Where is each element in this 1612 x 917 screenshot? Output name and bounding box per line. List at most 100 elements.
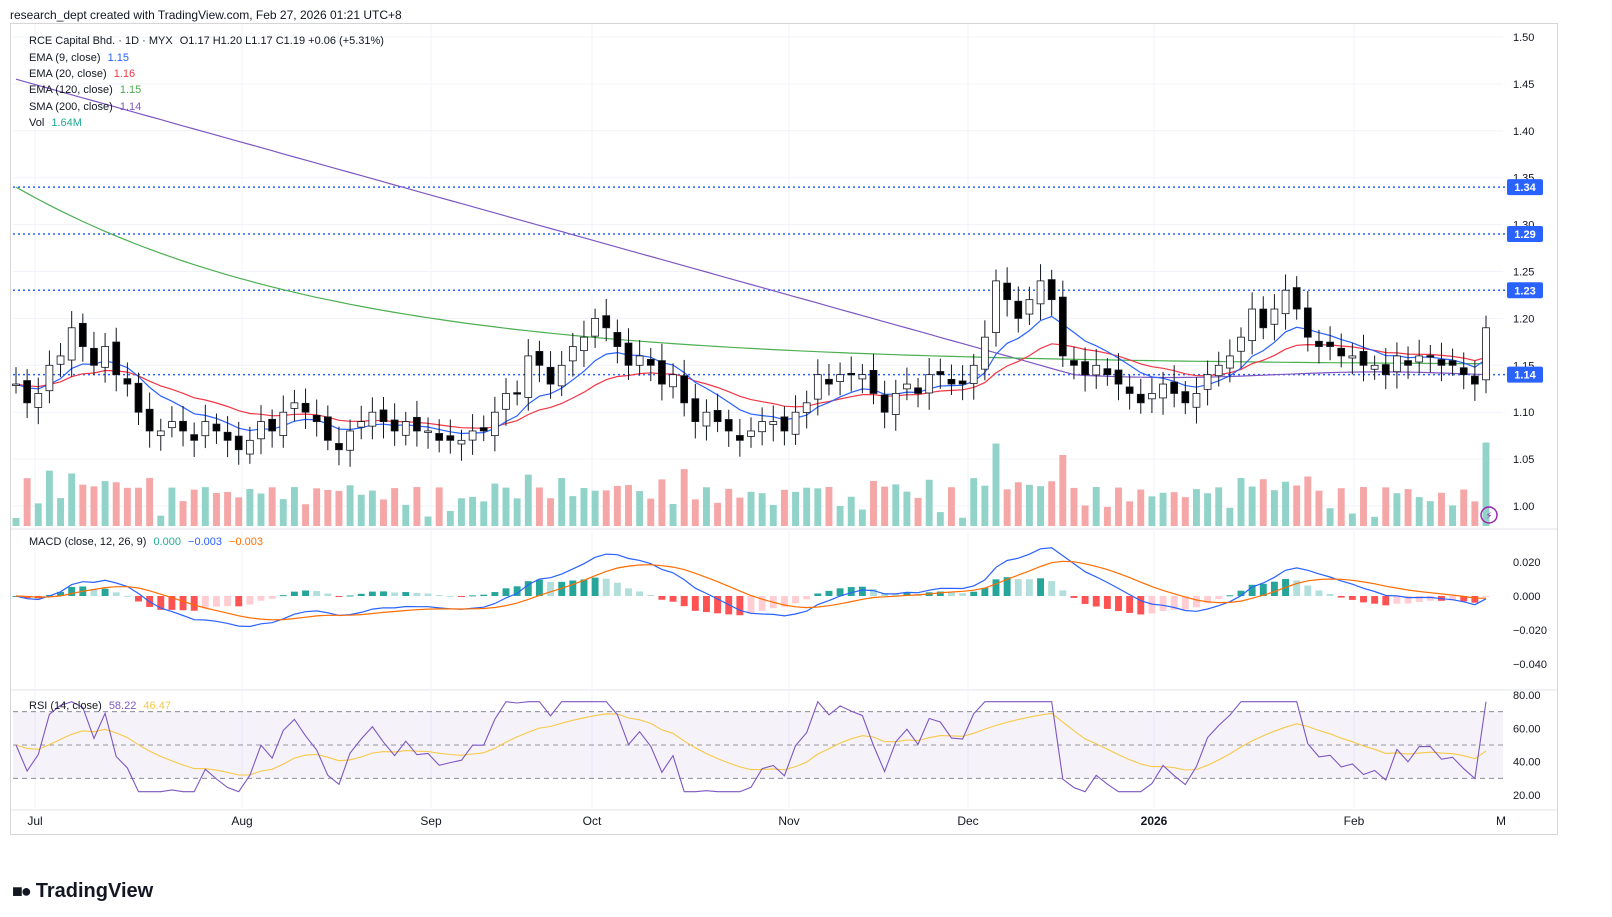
volume-bar (157, 515, 165, 526)
candle-body (301, 402, 310, 413)
volume-bar (814, 488, 822, 526)
x-axis-tick-label: 2026 (1141, 814, 1168, 828)
macd-histogram-bar (669, 596, 677, 602)
candle-body (491, 411, 499, 437)
candle-body (591, 317, 599, 337)
volume-bar (435, 487, 443, 526)
macd-histogram-bar (1148, 596, 1156, 614)
volume-bar (970, 478, 978, 526)
candle-body (1047, 279, 1056, 301)
macd-histogram-bar (658, 596, 666, 600)
macd-histogram-bar (90, 588, 98, 596)
macd-histogram-bar (313, 590, 321, 596)
volume-bar (691, 499, 699, 526)
macd-histogram-bar (502, 588, 510, 596)
macd-histogram-bar (179, 596, 187, 611)
volume-bar (346, 485, 354, 526)
volume-value: 1.64M (51, 117, 82, 129)
volume-bar (680, 469, 688, 526)
volume-bar (1337, 488, 1345, 526)
macd-histogram-bar (446, 595, 454, 597)
volume-bar (1438, 492, 1445, 526)
ema9-value: 1.15 (107, 52, 130, 64)
volume-legend[interactable]: Vol 1.64M (29, 117, 86, 129)
volume-bar (257, 493, 265, 526)
volume-bar (1126, 501, 1134, 526)
candle-body (446, 435, 455, 441)
macd-histogram-bar (948, 592, 955, 596)
volume-bar (1159, 492, 1167, 526)
volume-bar (1471, 501, 1479, 526)
volume-bar (1070, 487, 1078, 526)
x-axis-tick-label: Dec (957, 814, 978, 828)
rsi-axis-tick-label: 60.00 (1513, 723, 1541, 735)
macd-histogram-bar (613, 582, 621, 596)
candle-body (368, 411, 377, 427)
candle-body (691, 398, 700, 422)
volume-bar (892, 484, 900, 526)
volume-bar (302, 504, 309, 526)
macd-histogram-bar (959, 593, 967, 596)
volume-bar (613, 485, 621, 526)
candle-body (936, 371, 945, 376)
ema9-legend[interactable]: EMA (9, close) 1.15 (29, 52, 133, 64)
candle-body (1203, 374, 1212, 390)
candle-body (413, 416, 421, 432)
macd-histogram-bar (535, 579, 543, 596)
macd-histogram-bar (1270, 581, 1278, 596)
symbol-label[interactable]: RCE Capital Bhd. · 1D · MYX (29, 35, 173, 47)
volume-bar (491, 483, 499, 526)
macd-histogram-bar (279, 595, 287, 597)
volume-bar (112, 482, 120, 526)
macd-histogram-bar (391, 592, 399, 596)
volume-bar (1215, 487, 1223, 526)
volume-bar (368, 490, 376, 526)
candle-body (1248, 308, 1256, 342)
alert-icon (1480, 506, 1498, 524)
candle-body (1192, 393, 1201, 408)
tradingview-logo[interactable]: ■● TradingView (12, 880, 153, 903)
volume-bar (836, 506, 844, 526)
macd-histogram-bar (1393, 596, 1401, 604)
volume-bar (279, 499, 287, 526)
macd-histogram-bar (524, 581, 532, 596)
candle-body (424, 430, 432, 433)
candle-body (145, 408, 154, 432)
candle-body (858, 374, 867, 380)
macd-histogram-bar (1237, 590, 1245, 596)
macd-legend[interactable]: MACD (close, 12, 26, 9) 0.000 −0.003 −0.… (29, 536, 267, 548)
rsi-legend[interactable]: RSI (14, close) 58.22 46.47 (29, 700, 175, 712)
candle-body (1148, 393, 1156, 400)
ema120-legend[interactable]: EMA (120, close) 1.15 (29, 84, 145, 96)
macd-histogram-bar (1460, 596, 1468, 602)
candle-body (1081, 361, 1089, 376)
candle-body (23, 380, 31, 404)
sma200-legend[interactable]: SMA (200, close) 1.14 (29, 101, 145, 113)
macd-histogram-bar (157, 596, 165, 610)
candle-body (246, 439, 254, 455)
candle-body (635, 355, 644, 366)
macd-histogram-bar (1137, 596, 1145, 615)
candle-body (836, 374, 844, 382)
macd-histogram-bar (346, 595, 354, 597)
ema20-value: 1.16 (113, 68, 136, 80)
candle-body (212, 423, 221, 432)
candle-body (279, 411, 288, 436)
volume-bar (201, 487, 209, 526)
volume-bar (535, 487, 543, 526)
macd-histogram-bar (870, 589, 877, 596)
macd-histogram-bar (1226, 595, 1234, 597)
macd-histogram-bar (1371, 596, 1379, 604)
chart-canvas[interactable]: Jul Aug Sep Oct Nov Dec 2026 Feb M 1.50 1.45 1.40 1.… (11, 24, 1557, 834)
macd-histogram-bar (213, 596, 220, 607)
volume-bar (324, 489, 332, 526)
candle-body (702, 411, 711, 427)
candle-body (457, 439, 466, 445)
sma200-line (15, 78, 1487, 379)
rsi-band (13, 711, 1503, 779)
ema20-legend[interactable]: EMA (20, close) 1.16 (29, 68, 139, 80)
macd-histogram-bar (480, 594, 488, 596)
volume-bar (246, 488, 254, 526)
volume-bar (792, 491, 799, 526)
macd-histogram-bar (736, 596, 744, 616)
